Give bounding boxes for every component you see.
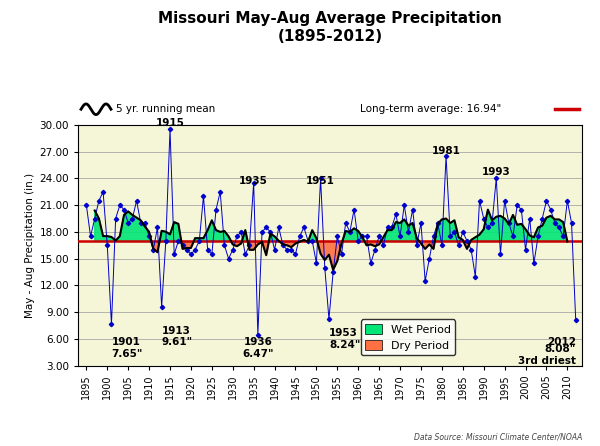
- Y-axis label: May - Aug Precipitation (in.): May - Aug Precipitation (in.): [25, 173, 35, 318]
- Text: 2012: 2012: [547, 337, 576, 347]
- Text: Long-term average: 16.94": Long-term average: 16.94": [360, 104, 501, 114]
- Text: (1895-2012): (1895-2012): [277, 29, 383, 44]
- Text: 1951: 1951: [306, 176, 335, 186]
- Text: Data Source: Missouri Climate Center/NOAA: Data Source: Missouri Climate Center/NOA…: [413, 433, 582, 442]
- Text: 1953
8.24": 1953 8.24": [329, 328, 361, 350]
- Text: 1901
7.65": 1901 7.65": [112, 337, 143, 359]
- Text: 1915: 1915: [155, 119, 184, 128]
- Text: 1935: 1935: [239, 176, 268, 186]
- Legend: Wet Period, Dry Period: Wet Period, Dry Period: [361, 319, 455, 355]
- Text: 1981: 1981: [431, 146, 461, 156]
- Text: 5 yr. running mean: 5 yr. running mean: [116, 104, 215, 114]
- Text: Missouri May-Aug Average Precipitation: Missouri May-Aug Average Precipitation: [158, 11, 502, 26]
- Text: 8.08"
3rd driest: 8.08" 3rd driest: [518, 344, 576, 366]
- Text: 1993: 1993: [482, 167, 511, 177]
- Text: 1913
9.61": 1913 9.61": [161, 326, 193, 347]
- Text: 1936
6.47": 1936 6.47": [242, 337, 274, 359]
